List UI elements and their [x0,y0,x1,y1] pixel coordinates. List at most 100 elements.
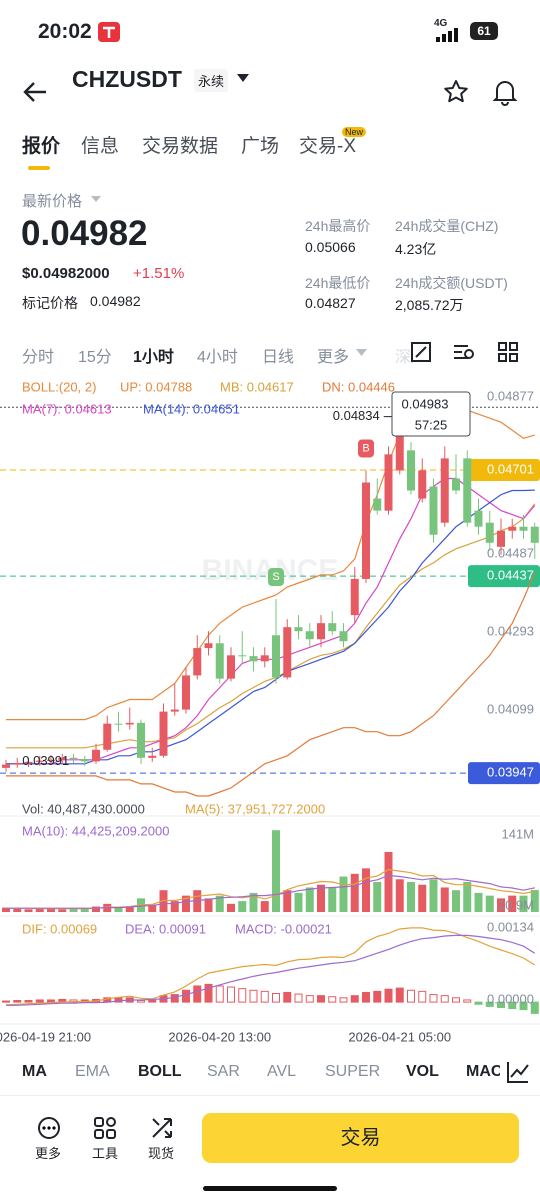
macd-bar [440,995,449,1003]
more-caret [356,349,367,356]
tab[interactable]: 广场 [241,136,280,157]
volume-bar [148,905,157,912]
macd-bar [148,999,157,1003]
last-price-label: 最新价格 [22,193,83,210]
indicator[interactable]: BOLL [138,1063,182,1080]
x-tick-label: 2026-04-21 05:00 [348,1029,451,1044]
volume-bar [418,884,427,912]
volume-bar [238,901,247,912]
indicator[interactable]: SAR [207,1063,240,1080]
interval[interactable]: 4小时 [197,349,238,366]
interval[interactable]: 分时 [22,349,55,366]
layout-tool[interactable] [497,341,519,363]
tab[interactable]: 交易-X [299,136,357,157]
volume-bar [170,901,179,912]
contract-badge: 永续 [194,69,229,92]
volume-title: Vol: 40,487,430.0000 [22,801,145,816]
candle-body [418,470,427,499]
candle-body [227,655,235,679]
candle-body [80,759,89,762]
macd-bar [452,997,460,1003]
kline-chart[interactable]: BINANCE0.048770.044870.042930.040990.047… [0,372,540,1052]
candle-body [2,764,10,768]
candle-body [35,760,44,762]
clock: 20:02 [38,20,92,43]
candle-body [103,723,112,750]
macd-bar [182,989,190,1003]
candle-body [24,761,33,764]
macd-bar [238,988,247,1003]
tools-icon[interactable] [93,1116,117,1140]
volume-bar [339,876,348,912]
candle-body [249,656,258,662]
trade-marker-label: S [272,571,279,583]
symbol-caret[interactable] [236,73,250,83]
divider [0,1095,540,1096]
interval[interactable]: 1小时 [133,349,174,366]
volume-bar [260,901,269,912]
candle-body [69,757,78,760]
macd-bar [305,995,314,1003]
indicator-settings[interactable] [506,1060,530,1084]
macd-bar [294,993,303,1003]
trade-button[interactable]: 交易 [202,1113,519,1163]
settings-tool[interactable] [452,341,476,363]
stat-value: 4.23亿 [395,241,437,257]
indicator[interactable]: MACD [466,1063,500,1080]
stat-label: 24h最低价 [305,275,371,291]
volume-bar [350,873,359,912]
price-tag [468,459,540,482]
countdown-time: 57:25 [415,417,448,432]
interval[interactable]: 日线 [262,349,295,366]
tools-label[interactable]: 工具 [92,1146,119,1161]
legend-entry: MA(7): 0.04613 [22,401,112,416]
back-button[interactable] [22,80,48,104]
volume-bar [35,908,44,912]
candle-body [13,763,22,765]
legend-entry: DEA: 0.00091 [125,921,206,936]
macd-bar [339,997,348,1003]
draw-tool[interactable] [410,341,432,363]
candle-body [317,623,325,640]
spot-icon[interactable] [150,1116,174,1140]
mark-price-label: 标记价格 [22,295,78,311]
tab[interactable]: 交易数据 [142,136,219,157]
symbol[interactable]: CHZUSDT [72,66,182,92]
price-tag-label: 0.04437 [487,568,534,583]
new-badge: New [342,127,367,137]
alert-button[interactable] [492,78,518,106]
trade-marker [358,439,374,458]
macd-bar [260,990,269,1003]
volume-bar [13,908,22,912]
spot-label[interactable]: 现货 [148,1146,175,1161]
indicator[interactable]: AVL [267,1063,297,1080]
tab[interactable]: 信息 [81,136,120,157]
volume-bar [58,909,67,912]
volume-bar [215,895,224,912]
volume-bar [530,889,539,912]
volume-bar [384,852,393,912]
candle-body [137,722,145,758]
indicator[interactable]: SUPER [325,1063,381,1080]
interval[interactable]: 更多 [317,349,350,366]
macd-bar [193,985,202,1003]
change: +1.51% [133,265,185,282]
indicator[interactable]: EMA [75,1063,110,1080]
volume-bar [373,882,382,912]
more-label[interactable]: 更多 [35,1146,62,1161]
low-label: 0.03991 [22,753,69,768]
indicator[interactable]: VOL [406,1063,439,1080]
indicator-line [6,477,536,765]
tab[interactable]: 报价 [22,136,61,157]
more-icon[interactable] [37,1116,61,1140]
favorite-button[interactable] [443,79,469,105]
stat-value: 0.04827 [305,295,356,311]
macd-bar [429,994,438,1003]
volume-bar [227,903,235,912]
indicator-bar: MA EMA BOLL SAR AVL SUPER VOL MACD [0,1058,500,1088]
indicator[interactable]: MA [22,1063,47,1080]
volume-bar [362,868,370,912]
interval[interactable]: 深度 [395,349,413,366]
interval[interactable]: 15分 [78,349,112,366]
